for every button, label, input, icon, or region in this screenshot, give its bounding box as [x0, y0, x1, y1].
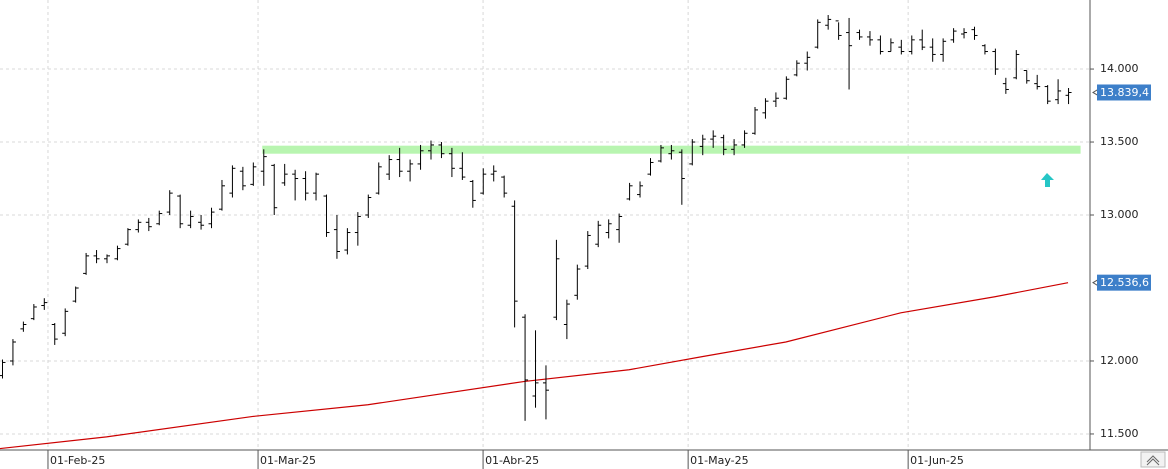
scroll-glyph [1146, 455, 1160, 466]
price-label-box [1097, 84, 1151, 101]
moving-average-line [0, 282, 1069, 450]
ohlc-bars [0, 15, 1072, 421]
scroll-icon[interactable] [1140, 451, 1166, 468]
x-tick-label: 01-Jun-25 [910, 454, 964, 467]
price-label: 12.536,6 [1100, 276, 1149, 289]
grid [0, 0, 1090, 449]
x-tick-label: 01-Feb-25 [50, 454, 105, 467]
x-tick-label: 01-Abr-25 [485, 454, 539, 467]
x-tick-label: 01-Mar-25 [260, 454, 316, 467]
price-label-box [1097, 274, 1151, 291]
y-tick-label: 13.000 [1100, 208, 1139, 221]
x-tick-label: 01-May-25 [690, 454, 748, 467]
y-tick-label: 11.500 [1100, 427, 1139, 440]
y-tick-label: 14.000 [1100, 62, 1139, 75]
y-tick-label: 13.500 [1100, 135, 1139, 148]
price-pointer [1092, 279, 1099, 287]
price-label: 13.839,4 [1100, 86, 1149, 99]
y-tick-label: 12.000 [1100, 354, 1139, 367]
price-pointer [1092, 89, 1099, 96]
signal-arrow [1041, 173, 1054, 187]
